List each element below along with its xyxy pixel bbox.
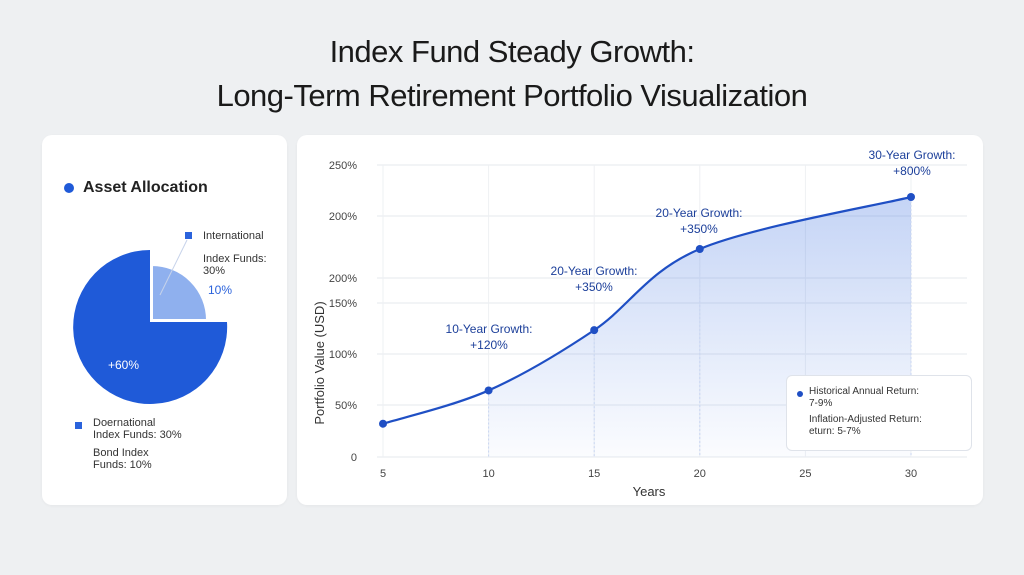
pie-leader-line — [159, 239, 188, 296]
data-point — [484, 386, 493, 395]
x-tick-label: 5 — [380, 468, 386, 480]
dom-label-line2: Index Funds: 30% — [93, 429, 182, 441]
data-point — [907, 193, 915, 201]
legend-line3: Inflation-Adjusted Return: — [809, 414, 922, 425]
growth-points — [379, 193, 915, 428]
x-tick-label: 30 — [905, 468, 917, 480]
y-tick-label: 150% — [329, 298, 357, 310]
data-point — [695, 245, 704, 253]
bond-label: Bond Index Funds: 10% — [93, 447, 152, 471]
heading-dot-icon — [64, 183, 74, 193]
bond-label-line2: Funds: 10% — [93, 459, 152, 471]
data-point — [379, 419, 387, 428]
y-axis-label: Portfolio Value (USD) — [312, 301, 327, 424]
intl-legend-marker — [185, 232, 192, 239]
x-tick-label: 25 — [799, 468, 811, 480]
title-line-2: Long-Term Retirement Portfolio Visualiza… — [216, 78, 808, 113]
legend-text: Historical Annual Return: 7-9% Inflation… — [809, 386, 922, 438]
intl-label-line3: 30% — [203, 265, 226, 277]
data-point — [590, 326, 599, 335]
x-tick-label: 20 — [694, 468, 706, 480]
growth-chart-card: 0 50% 100% 150% 200% 200% 250% 5 10 15 20 25 30 10-… — [297, 135, 983, 505]
annotation-title: 10-Year Growth: — [446, 322, 533, 336]
annotation-title: 30-Year Growth: — [869, 148, 956, 162]
annotation-value: +350% — [575, 280, 613, 294]
y-axis-ticks: 0 50% 100% 150% 200% 200% 250% — [329, 160, 357, 464]
growth-annotations: 10-Year Growth: +120% 20-Year Growth: +350%… — [446, 148, 956, 352]
y-tick-label: 200% — [329, 273, 357, 285]
pie-slice-large — [73, 250, 228, 404]
intl-label-line2: Index Funds: — [203, 253, 267, 265]
pie-slice-small — [151, 263, 209, 321]
annotation-title: 20-Year Growth: — [551, 264, 638, 278]
allocation-pie — [73, 239, 228, 404]
title-line-1: Index Fund Steady Growth: — [329, 34, 695, 69]
y-tick-label: 100% — [329, 349, 357, 361]
y-tick-label: 200% — [329, 211, 357, 223]
dom-legend-marker — [75, 422, 82, 429]
x-axis-ticks: 5 10 15 20 25 30 — [380, 468, 917, 480]
annotation-value: +350% — [680, 222, 718, 236]
x-tick-label: 15 — [588, 468, 600, 480]
y-tick-label: 250% — [329, 160, 357, 172]
legend-line2: 7-9% — [809, 398, 833, 409]
return-legend: Historical Annual Return: 7-9% Inflation… — [786, 375, 972, 451]
legend-line1: Historical Annual Return: — [809, 386, 920, 397]
dom-label: Doernational Index Funds: 30% — [93, 417, 182, 441]
chart-title: Index Fund Steady Growth: Long-Term Reti… — [0, 30, 1024, 118]
large-slice-pct: +60% — [108, 358, 140, 372]
dom-label-line1: Doernational — [93, 417, 156, 429]
bond-label-line1: Bond Index — [93, 447, 149, 459]
annotation-title: 20-Year Growth: — [656, 206, 743, 220]
annotation-value: +800% — [893, 164, 931, 178]
small-slice-pct: 10% — [208, 283, 233, 297]
x-axis-label: Years — [633, 484, 666, 499]
intl-label: International Index Funds: 30% — [203, 230, 267, 277]
intl-label-line1: International — [203, 230, 264, 242]
y-tick-label: 0 — [351, 452, 357, 464]
asset-allocation-heading: Asset Allocation — [64, 179, 208, 197]
asset-allocation-card: Asset Allocation International Index Fun… — [42, 135, 287, 505]
growth-area-fill — [383, 197, 911, 457]
asset-allocation-title: Asset Allocation — [83, 179, 208, 196]
y-tick-label: 50% — [335, 400, 357, 412]
growth-line-chart: 0 50% 100% 150% 200% 200% 250% 5 10 15 20 25 30 10-… — [312, 148, 967, 499]
legend-dot-icon — [797, 391, 803, 397]
legend-line4: eturn: 5-7% — [809, 426, 861, 437]
annotation-value: +120% — [470, 338, 508, 352]
x-tick-label: 10 — [482, 468, 494, 480]
growth-series-line — [382, 195, 912, 425]
